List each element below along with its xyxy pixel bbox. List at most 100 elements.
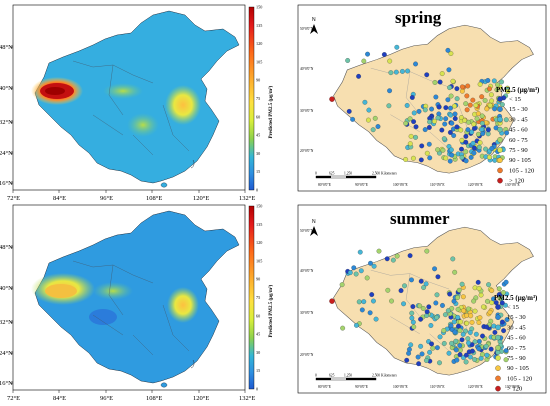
station-marker bbox=[503, 357, 509, 363]
station-marker bbox=[361, 299, 367, 305]
station-marker bbox=[329, 96, 335, 102]
taiwan-outline bbox=[190, 159, 195, 169]
legend-swatch bbox=[495, 385, 501, 392]
colorbar-title: Predicted PM2.5 (μg/m³) bbox=[268, 85, 274, 138]
station-marker bbox=[467, 330, 473, 335]
station-marker bbox=[448, 93, 454, 99]
station-marker bbox=[458, 127, 464, 133]
legend-item-label: 75 - 90 bbox=[507, 355, 526, 362]
station-marker bbox=[471, 145, 477, 151]
station-marker bbox=[481, 304, 486, 310]
station-marker bbox=[434, 292, 440, 298]
station-marker bbox=[353, 271, 359, 277]
station-marker bbox=[477, 140, 483, 146]
station-points bbox=[329, 44, 511, 164]
legend-swatch bbox=[495, 334, 501, 341]
station-marker bbox=[404, 103, 410, 108]
hainan-island bbox=[160, 382, 168, 388]
station-marker bbox=[448, 105, 453, 111]
station-marker bbox=[475, 111, 481, 117]
lat-tick-label: 40°N bbox=[0, 85, 13, 92]
station-marker bbox=[457, 343, 463, 348]
station-marker bbox=[466, 340, 471, 346]
station-marker bbox=[472, 285, 478, 291]
station-marker bbox=[437, 334, 443, 340]
station-marker bbox=[470, 97, 476, 103]
lat-tick-label: 32°N bbox=[0, 319, 13, 326]
legend-swatch bbox=[495, 324, 501, 331]
station-marker bbox=[448, 112, 454, 118]
station-marker bbox=[453, 338, 459, 344]
station-marker bbox=[418, 278, 424, 284]
station-marker bbox=[463, 101, 469, 107]
station-marker bbox=[488, 346, 494, 352]
station-marker bbox=[484, 106, 490, 112]
station-marker bbox=[476, 286, 482, 291]
station-marker bbox=[499, 102, 505, 107]
station-marker bbox=[411, 155, 416, 161]
station-marker bbox=[475, 279, 481, 285]
legend-swatch bbox=[495, 314, 501, 320]
right-axis-labels: 80°0'0"E 90°0'0"E 100°0'0"E 110°0'0"E 120°0'… bbox=[300, 27, 521, 389]
station-marker bbox=[488, 92, 494, 98]
station-marker bbox=[496, 286, 502, 292]
season-title: spring bbox=[395, 8, 442, 27]
station-marker bbox=[472, 357, 478, 362]
station-marker bbox=[457, 347, 463, 353]
station-marker bbox=[442, 121, 448, 127]
station-marker bbox=[491, 296, 496, 302]
station-marker bbox=[393, 69, 399, 75]
station-marker bbox=[426, 125, 432, 130]
station-marker bbox=[495, 350, 501, 355]
station-marker bbox=[483, 146, 489, 152]
station-marker bbox=[449, 306, 455, 311]
station-marker bbox=[501, 328, 507, 334]
station-marker bbox=[381, 52, 387, 57]
station-marker bbox=[467, 354, 473, 360]
station-marker bbox=[434, 345, 440, 351]
station-marker bbox=[439, 71, 445, 76]
north-arrow-icon bbox=[310, 24, 318, 34]
lon-tick-label: 84°E bbox=[53, 395, 66, 402]
lat-tick-label: 20°0'0"N bbox=[300, 149, 314, 153]
station-marker bbox=[422, 107, 428, 113]
station-marker bbox=[424, 309, 430, 315]
station-marker bbox=[458, 115, 464, 120]
station-marker bbox=[409, 95, 415, 100]
station-marker bbox=[371, 263, 377, 269]
legend-swatch bbox=[497, 177, 503, 184]
station-marker bbox=[367, 310, 373, 316]
legend-item-label: 90 - 105 bbox=[507, 365, 530, 372]
station-marker bbox=[445, 47, 451, 53]
station-marker bbox=[457, 352, 463, 358]
colorbar-tick-label: 90 bbox=[256, 78, 260, 83]
station-marker bbox=[487, 102, 493, 108]
station-marker bbox=[473, 331, 479, 337]
station-marker bbox=[504, 130, 510, 136]
station-marker bbox=[417, 303, 423, 309]
station-marker bbox=[424, 72, 430, 78]
station-marker bbox=[462, 117, 468, 123]
station-marker bbox=[441, 328, 447, 333]
station-marker bbox=[494, 87, 500, 93]
station-marker bbox=[476, 338, 482, 344]
station-marker bbox=[471, 298, 477, 304]
station-marker bbox=[475, 131, 481, 137]
lon-tick-label: 120°E bbox=[193, 195, 209, 202]
station-marker bbox=[386, 103, 392, 109]
station-marker bbox=[464, 320, 470, 326]
station-marker bbox=[449, 152, 455, 158]
lat-tick-label: 32°N bbox=[0, 119, 13, 126]
station-marker bbox=[503, 348, 509, 354]
station-marker bbox=[505, 88, 511, 94]
colorbar-tick-label: 105 bbox=[256, 59, 262, 64]
station-marker bbox=[366, 107, 372, 113]
station-marker bbox=[460, 331, 466, 337]
station-marker bbox=[486, 282, 491, 288]
station-marker bbox=[439, 127, 445, 133]
station-marker bbox=[357, 249, 363, 255]
station-marker bbox=[372, 115, 378, 121]
lon-tick-label: 120°E bbox=[193, 395, 209, 402]
station-marker bbox=[443, 155, 449, 161]
station-marker bbox=[424, 248, 430, 254]
